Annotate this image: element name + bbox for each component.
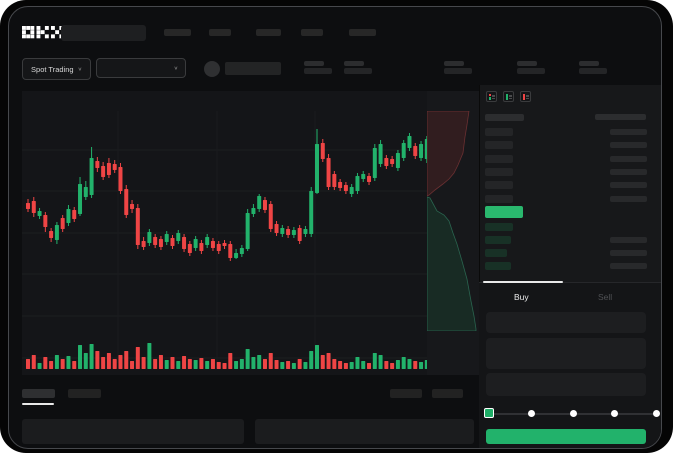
market-type-selector[interactable]: Spot Trading ∨ [22,58,91,80]
orderbook-asks-icon[interactable] [520,91,531,102]
candlestick-chart[interactable] [22,111,427,371]
buy-submit-button[interactable] [486,429,646,444]
bid-price-placeholder[interactable] [485,236,511,244]
ask-amount-placeholder [610,168,647,175]
bottom-tab-active[interactable] [22,389,55,398]
slider-stop[interactable] [569,410,577,417]
bid-amount-placeholder [610,237,647,243]
nav-item[interactable] [256,29,281,36]
depth-chart[interactable] [427,111,479,331]
ask-amount-placeholder [610,195,647,202]
icon-color-column [488,93,491,100]
okx-logo [22,26,64,39]
pair-dropdown[interactable]: ∨ [96,58,186,78]
bottom-action[interactable] [390,389,422,398]
bottom-tab[interactable] [68,389,101,398]
stat-label-placeholder [344,61,364,66]
ask-price-placeholder[interactable] [485,194,513,203]
bid-price-placeholder[interactable] [485,223,513,231]
slider-stop[interactable] [653,410,660,417]
bid-amount-placeholder [610,250,647,256]
stat-value-placeholder [579,68,607,74]
ask-price-placeholder[interactable] [485,154,513,163]
ask-price-placeholder[interactable] [485,141,513,150]
stat-label-placeholder [517,61,537,66]
slider-stop[interactable] [527,410,535,417]
stat-value-placeholder [344,68,372,74]
pair-coin-icon [204,61,220,77]
icon-color-column [522,93,525,100]
order-history-panel [255,419,474,444]
stat-value-placeholder [444,68,472,74]
chevron-down-icon: ∨ [173,66,178,71]
icon-lines [509,94,512,100]
orderbook-header-price [485,114,524,121]
depth-strip [427,91,479,375]
icon-lines [492,94,495,100]
last-price-badge[interactable] [485,206,523,218]
stat-label-placeholder [579,61,599,66]
total-field[interactable] [486,373,646,396]
slider-handle[interactable] [484,408,494,418]
tab-divider [479,282,661,283]
icon-color-column [505,93,508,100]
nav-item[interactable] [301,29,323,36]
nav-item[interactable] [349,29,376,36]
ask-amount-placeholder [610,155,647,162]
buy-tab-indicator [483,281,563,283]
pair-name-placeholder [225,62,281,75]
orderbook-bids-icon[interactable] [503,91,514,102]
stat-value-placeholder [304,68,332,74]
bid-price-placeholder[interactable] [485,262,511,270]
bottom-tab-indicator [22,403,54,405]
market-type-label: Spot Trading [31,64,74,74]
tab-sell[interactable]: Sell [598,292,613,302]
chevron-down-icon: ∨ [77,67,82,72]
slider-stop[interactable] [611,410,619,417]
ask-price-placeholder[interactable] [485,128,513,136]
open-orders-panel [22,419,244,444]
ask-amount-placeholder [610,142,647,149]
bottom-action[interactable] [432,389,463,398]
tab-buy[interactable]: Buy [514,292,529,302]
bid-price-placeholder[interactable] [485,249,507,257]
app-window: Spot Trading ∨ ∨ ∿ ∨ ∨ƒx ∨∿∥◎⚙⊡ Buy Sell [8,6,662,449]
search-input[interactable] [61,25,146,41]
orderbook-combined-icon[interactable] [486,91,497,102]
nav-item[interactable] [209,29,231,36]
ask-price-placeholder[interactable] [485,167,513,176]
ask-amount-placeholder [610,182,647,189]
stat-label-placeholder [304,61,324,66]
orderbook-header-amount [595,114,646,120]
ask-price-placeholder[interactable] [485,181,513,190]
stat-label-placeholder [444,61,464,66]
icon-lines [526,94,529,100]
ask-amount-placeholder [610,129,647,135]
nav-item[interactable] [164,29,191,36]
price-field[interactable] [486,312,646,333]
stat-value-placeholder [517,68,545,74]
amount-field[interactable] [486,338,646,369]
bid-amount-placeholder [610,263,647,269]
